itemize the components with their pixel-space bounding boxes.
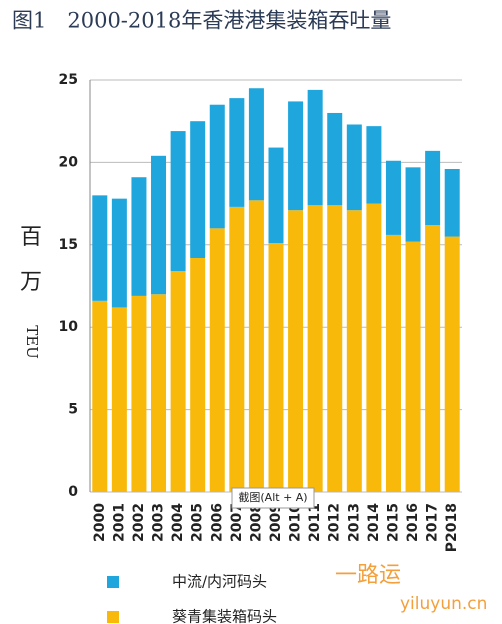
legend-swatch [107, 611, 119, 623]
bar [151, 294, 167, 492]
x-tick-label: 2003 [151, 503, 167, 542]
chart-title: 图1 2000-2018年香港港集装箱吞吐量 [12, 9, 391, 33]
bar [327, 205, 343, 493]
bar [170, 271, 186, 492]
bar [248, 88, 264, 201]
x-tick-label: 2015 [385, 503, 401, 542]
x-tick-label: 2004 [170, 503, 186, 542]
y-tick-label: 25 [59, 72, 78, 88]
bar [131, 177, 147, 296]
bar [425, 225, 441, 493]
bar [151, 155, 167, 295]
legend-label: 葵青集装箱码头 [172, 608, 277, 624]
x-tick-label: 2016 [405, 503, 421, 542]
bar [405, 241, 421, 492]
x-tick-label: 2006 [209, 503, 225, 542]
bar [385, 234, 401, 493]
y-tick-label: 5 [68, 402, 78, 418]
bar [288, 210, 304, 492]
bar [248, 200, 264, 492]
bar [307, 205, 323, 493]
bar [327, 112, 343, 206]
x-tick-label: 2000 [92, 503, 108, 542]
bar [268, 147, 284, 244]
y-tick-label: 15 [59, 237, 78, 253]
x-tick-label: 2012 [327, 503, 343, 542]
bar [209, 104, 225, 229]
x-tick-label: P2018 [444, 503, 460, 552]
y-label: TEU [23, 325, 41, 359]
bar [288, 101, 304, 211]
legend-label: 中流/内河码头 [172, 573, 267, 591]
x-tick-label: 2009 [268, 503, 284, 542]
y-label: 万 [20, 270, 42, 295]
y-label: 百 [20, 225, 42, 250]
x-tick-label: 2014 [366, 503, 382, 542]
y-tick-label: 0 [68, 484, 78, 500]
x-tick-label: 2007 [229, 503, 245, 542]
bar [405, 167, 421, 242]
bar [366, 126, 382, 204]
x-tick-label: 2002 [131, 503, 147, 542]
legend-swatch [107, 576, 119, 588]
bar [170, 131, 186, 272]
y-tick-label: 20 [59, 154, 79, 170]
bar [111, 307, 127, 492]
bar [307, 89, 323, 206]
x-tick-label: 2013 [346, 503, 362, 542]
x-tick-label: 2005 [190, 503, 206, 542]
x-tick-label: 2017 [425, 503, 441, 542]
bar [209, 228, 225, 492]
tooltip-box [231, 487, 315, 509]
watermark: 一路运 [335, 563, 401, 588]
bar [229, 206, 245, 492]
x-tick-label: 2001 [111, 503, 127, 542]
tooltip: 截图(Alt + A) [238, 490, 307, 504]
y-tick-label: 10 [59, 319, 79, 335]
bar [444, 236, 460, 492]
bar [190, 121, 206, 258]
bar [366, 203, 382, 492]
bar [268, 243, 284, 492]
bar [346, 210, 362, 492]
bar [444, 168, 460, 237]
bar [425, 150, 441, 226]
bar [229, 98, 245, 207]
watermark-url: yiluyun.cn [400, 594, 487, 614]
x-tick-label: 2010 [288, 503, 304, 542]
bar [92, 300, 108, 492]
bar [385, 160, 401, 235]
bar [92, 195, 108, 301]
bar [131, 295, 147, 492]
x-tick-label: 2011 [307, 503, 323, 542]
bar [190, 257, 206, 492]
bar [111, 198, 127, 308]
bar [346, 124, 362, 211]
x-tick-label: 2008 [248, 503, 264, 542]
